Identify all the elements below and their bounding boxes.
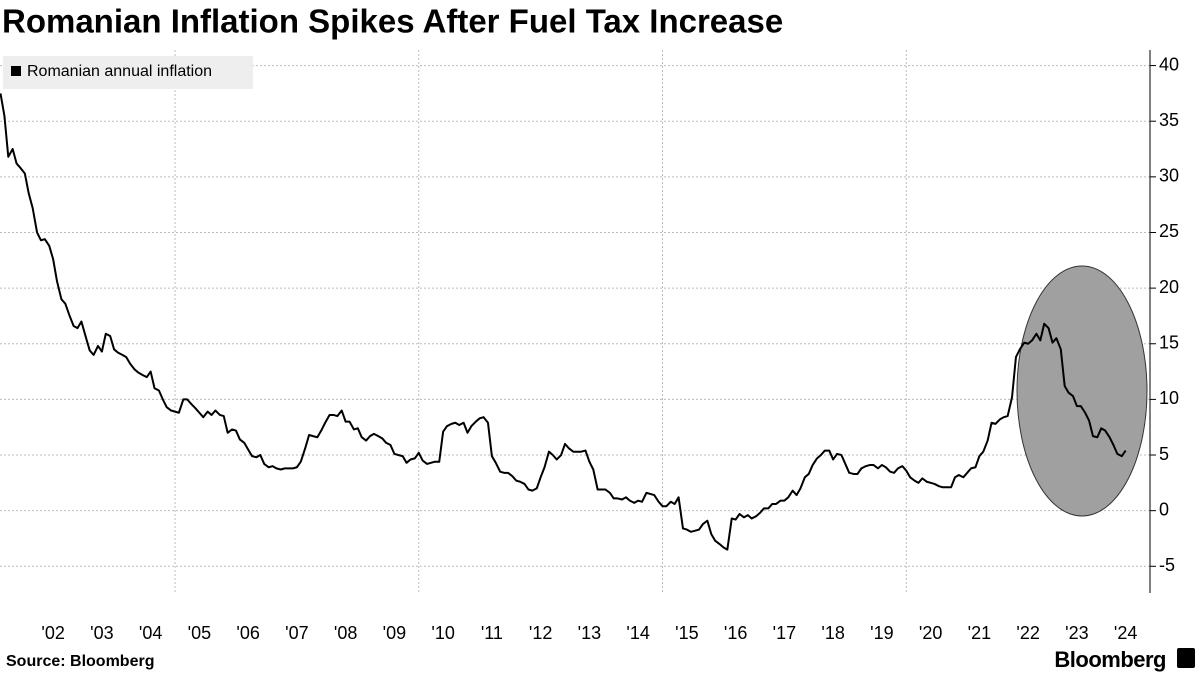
- plot-layer: -5 0 5 10 15 20 25 30 35 40 '02 '03 '04 '05 '06 '07 '08 '…: [0, 50, 1179, 643]
- legend-box: [3, 56, 253, 89]
- x-tick-label: '17: [773, 623, 796, 643]
- x-tick-label: '04: [139, 623, 162, 643]
- x-tick-label: '18: [821, 623, 844, 643]
- y-tick-label: 10: [1159, 388, 1179, 408]
- y-tick-label: 5: [1159, 444, 1169, 464]
- brand-logo: Bloomberg: [1054, 647, 1166, 672]
- x-tick-label: '23: [1065, 623, 1088, 643]
- x-tick-label: '15: [675, 623, 698, 643]
- y-tick-label: 25: [1159, 221, 1179, 241]
- y-tick-label: 20: [1159, 277, 1179, 297]
- x-tick-label: '20: [919, 623, 942, 643]
- legend-swatch: [11, 66, 21, 76]
- chart-title: Romanian Inflation Spikes After Fuel Tax…: [2, 3, 783, 40]
- brand-icon: [1177, 648, 1195, 668]
- highlight-ellipse: [1016, 265, 1148, 517]
- source-note: Source: Bloomberg: [6, 653, 154, 670]
- x-tick-label: '11: [481, 623, 503, 643]
- x-tick-label: '02: [41, 623, 64, 643]
- grid-layer: [0, 50, 1150, 593]
- y-tick-label: -5: [1159, 555, 1175, 575]
- x-tick-label: '13: [578, 623, 601, 643]
- legend-label: Romanian annual inflation: [27, 63, 212, 80]
- x-tick-label: '16: [724, 623, 747, 643]
- x-tick-label: '10: [431, 623, 454, 643]
- x-tick-label: '05: [188, 623, 211, 643]
- x-tick-label: '07: [285, 623, 308, 643]
- x-tick-label: '06: [236, 623, 259, 643]
- series-line: [0, 93, 1127, 551]
- x-tick-label: '21: [968, 623, 991, 643]
- y-tick-label: 40: [1159, 54, 1179, 74]
- y-tick-label: 30: [1159, 166, 1179, 186]
- x-tick-label: '22: [1016, 623, 1039, 643]
- x-tick-label: '24: [1114, 623, 1137, 643]
- x-tick-label: '14: [626, 623, 649, 643]
- x-tick-label: '09: [383, 623, 406, 643]
- y-tick-label: 35: [1159, 110, 1179, 130]
- x-tick-label: '12: [529, 623, 552, 643]
- x-tick-label: '19: [870, 623, 893, 643]
- y-tick-label: 15: [1159, 333, 1179, 353]
- y-tick-label: 0: [1159, 499, 1169, 519]
- x-tick-label: '03: [90, 623, 113, 643]
- x-tick-label: '08: [334, 623, 357, 643]
